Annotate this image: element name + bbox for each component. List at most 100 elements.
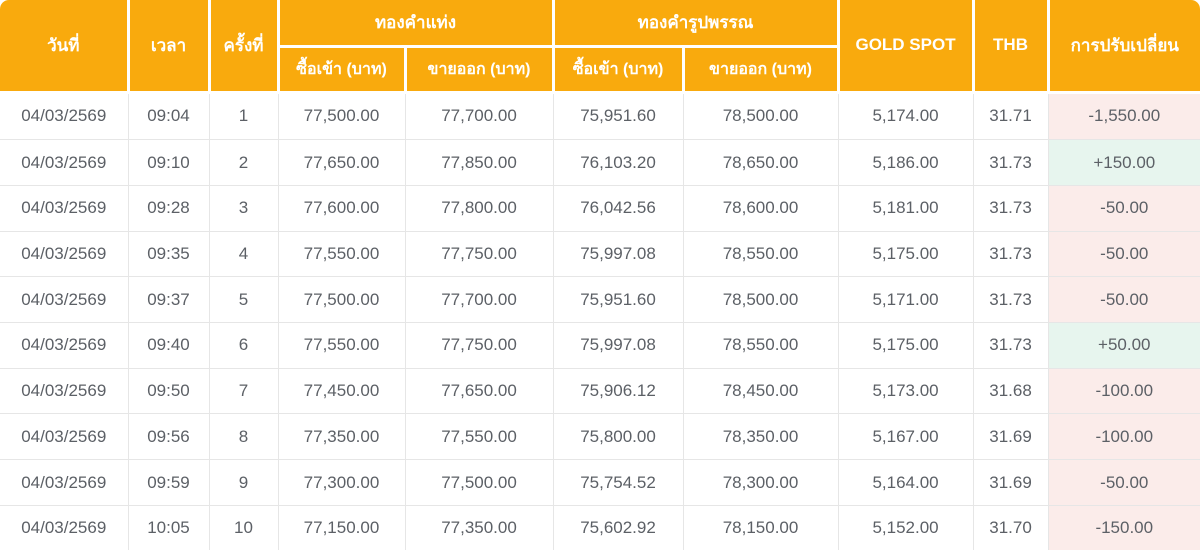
cell-thb: 31.73 xyxy=(972,276,1049,324)
cell-thb: 31.68 xyxy=(972,367,1049,415)
cell-gold-ornament-buy: 75,800.00 xyxy=(552,413,684,461)
cell-gold-bar-buy: 77,450.00 xyxy=(277,367,406,415)
cell-gold-ornament-sell: 78,500.00 xyxy=(682,91,839,141)
cell-thb: 31.73 xyxy=(972,139,1049,187)
cell-gold-ornament-buy: 75,951.60 xyxy=(552,91,684,141)
cell-change: -150.00 xyxy=(1047,504,1200,550)
cell-change: -1,550.00 xyxy=(1047,91,1200,141)
table-row: 04/03/2569 09:35 4 77,550.00 77,750.00 75,997… xyxy=(0,230,1200,278)
cell-time: 09:35 xyxy=(127,230,210,278)
cell-gold-spot: 5,181.00 xyxy=(837,185,974,232)
cell-round: 7 xyxy=(208,367,279,415)
col-header-time: เวลา xyxy=(128,0,211,94)
cell-round: 1 xyxy=(208,91,279,141)
cell-gold-bar-buy: 77,550.00 xyxy=(277,230,406,278)
cell-gold-bar-buy: 77,350.00 xyxy=(277,413,406,461)
cell-change: +150.00 xyxy=(1047,139,1200,187)
cell-round: 4 xyxy=(208,230,279,278)
cell-gold-ornament-sell: 78,650.00 xyxy=(682,139,839,187)
cell-thb: 31.69 xyxy=(972,459,1049,506)
table-row: 04/03/2569 09:04 1 77,500.00 77,700.00 75,951… xyxy=(0,91,1200,141)
cell-change: -100.00 xyxy=(1047,413,1200,461)
cell-time: 09:10 xyxy=(127,139,210,187)
cell-gold-ornament-sell: 78,150.00 xyxy=(682,504,839,550)
cell-gold-ornament-sell: 78,600.00 xyxy=(682,185,839,232)
table-row: 04/03/2569 09:56 8 77,350.00 77,550.00 75,800… xyxy=(0,413,1200,461)
cell-gold-ornament-buy: 76,103.20 xyxy=(552,139,684,187)
cell-time: 09:04 xyxy=(127,91,210,141)
cell-gold-spot: 5,186.00 xyxy=(837,139,974,187)
cell-gold-bar-sell: 77,850.00 xyxy=(404,139,554,187)
cell-thb: 31.73 xyxy=(972,230,1049,278)
cell-date: 04/03/2569 xyxy=(0,230,129,278)
cell-date: 04/03/2569 xyxy=(0,459,129,506)
col-header-gold-ornament-buy: ซื้อเข้า (บาท) xyxy=(553,46,685,94)
col-header-gold-bar-buy: ซื้อเข้า (บาท) xyxy=(278,46,407,94)
cell-gold-ornament-buy: 75,997.08 xyxy=(552,322,684,369)
cell-gold-bar-sell: 77,350.00 xyxy=(404,504,554,550)
cell-change: -50.00 xyxy=(1047,276,1200,324)
cell-gold-ornament-sell: 78,550.00 xyxy=(682,230,839,278)
cell-date: 04/03/2569 xyxy=(0,276,129,324)
cell-gold-spot: 5,175.00 xyxy=(837,230,974,278)
cell-round: 6 xyxy=(208,322,279,369)
cell-gold-ornament-buy: 75,754.52 xyxy=(552,459,684,506)
cell-round: 2 xyxy=(208,139,279,187)
cell-gold-spot: 5,175.00 xyxy=(837,322,974,369)
table-row: 04/03/2569 09:28 3 77,600.00 77,800.00 76,042… xyxy=(0,185,1200,232)
table-row: 04/03/2569 09:37 5 77,500.00 77,700.00 75,951… xyxy=(0,276,1200,324)
cell-thb: 31.69 xyxy=(972,413,1049,461)
cell-round: 8 xyxy=(208,413,279,461)
col-group-gold-bar: ทองคำแท่ง xyxy=(278,0,555,48)
table-row: 04/03/2569 09:10 2 77,650.00 77,850.00 76,103… xyxy=(0,139,1200,187)
cell-thb: 31.73 xyxy=(972,322,1049,369)
table-row: 04/03/2569 09:50 7 77,450.00 77,650.00 75,906… xyxy=(0,367,1200,415)
table-row: 04/03/2569 10:05 10 77,150.00 77,350.00 75,60… xyxy=(0,504,1200,550)
table-row: 04/03/2569 09:59 9 77,300.00 77,500.00 75,754… xyxy=(0,459,1200,506)
cell-time: 09:37 xyxy=(127,276,210,324)
cell-gold-spot: 5,167.00 xyxy=(837,413,974,461)
cell-gold-bar-sell: 77,500.00 xyxy=(404,459,554,506)
cell-gold-ornament-sell: 78,350.00 xyxy=(682,413,839,461)
cell-thb: 31.70 xyxy=(972,504,1049,550)
cell-gold-ornament-buy: 75,951.60 xyxy=(552,276,684,324)
cell-gold-spot: 5,164.00 xyxy=(837,459,974,506)
cell-gold-bar-buy: 77,550.00 xyxy=(277,322,406,369)
table-header: วันที่ เวลา ครั้งที่ ทองคำแท่ง ทองคำรูปพ… xyxy=(0,0,1200,94)
cell-gold-bar-buy: 77,650.00 xyxy=(277,139,406,187)
cell-gold-ornament-buy: 75,906.12 xyxy=(552,367,684,415)
cell-date: 04/03/2569 xyxy=(0,504,129,550)
cell-gold-bar-buy: 77,500.00 xyxy=(277,91,406,141)
col-header-thb: THB xyxy=(973,0,1050,94)
cell-gold-bar-sell: 77,750.00 xyxy=(404,230,554,278)
cell-thb: 31.73 xyxy=(972,185,1049,232)
cell-time: 10:05 xyxy=(127,504,210,550)
cell-gold-spot: 5,173.00 xyxy=(837,367,974,415)
cell-round: 10 xyxy=(208,504,279,550)
cell-thb: 31.71 xyxy=(972,91,1049,141)
cell-gold-bar-buy: 77,300.00 xyxy=(277,459,406,506)
cell-gold-bar-buy: 77,500.00 xyxy=(277,276,406,324)
cell-gold-bar-sell: 77,700.00 xyxy=(404,276,554,324)
cell-gold-spot: 5,174.00 xyxy=(837,91,974,141)
col-header-gold-ornament-sell: ขายออก (บาท) xyxy=(683,46,840,94)
cell-gold-bar-sell: 77,750.00 xyxy=(404,322,554,369)
cell-date: 04/03/2569 xyxy=(0,185,129,232)
cell-round: 5 xyxy=(208,276,279,324)
cell-gold-ornament-buy: 75,997.08 xyxy=(552,230,684,278)
cell-gold-ornament-buy: 76,042.56 xyxy=(552,185,684,232)
cell-round: 3 xyxy=(208,185,279,232)
cell-date: 04/03/2569 xyxy=(0,322,129,369)
cell-gold-bar-sell: 77,800.00 xyxy=(404,185,554,232)
cell-gold-bar-sell: 77,700.00 xyxy=(404,91,554,141)
col-header-round: ครั้งที่ xyxy=(209,0,280,94)
cell-gold-bar-buy: 77,600.00 xyxy=(277,185,406,232)
cell-time: 09:28 xyxy=(127,185,210,232)
cell-time: 09:40 xyxy=(127,322,210,369)
col-header-date: วันที่ xyxy=(0,0,130,94)
cell-round: 9 xyxy=(208,459,279,506)
col-header-gold-spot: GOLD SPOT xyxy=(838,0,975,94)
cell-date: 04/03/2569 xyxy=(0,413,129,461)
